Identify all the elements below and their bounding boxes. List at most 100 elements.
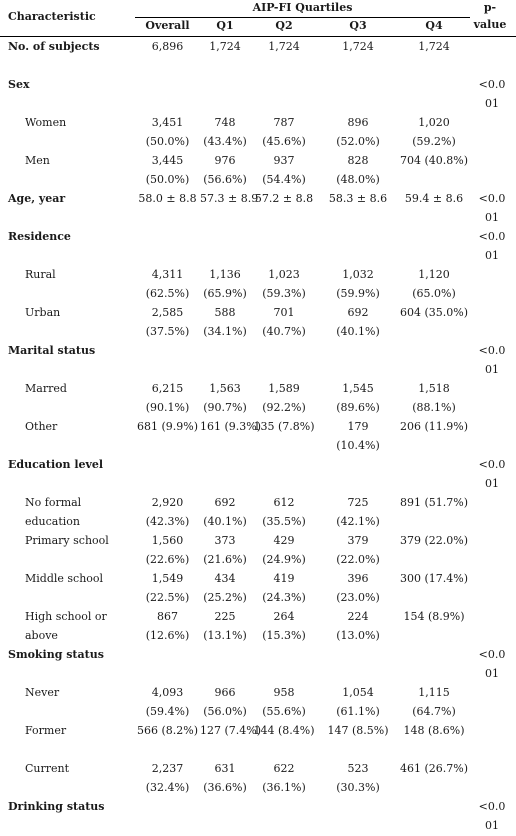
cell-overall: 681 (9.9%) [136,420,199,433]
row-label: Never [25,686,60,699]
cell-q4: 154 (8.9%) [403,610,465,623]
p-value-cell: <0.0 [478,458,506,471]
column-header-q4: Q4 [425,19,443,32]
cell-q1: 225 [214,610,236,623]
table-section-row: Sex <0.0 01 [0,76,516,114]
row-label: Urban [25,306,61,319]
cell-q2: (15.3%) [262,628,306,642]
cell-q2: 419 [273,572,295,585]
cell-q3: 896 [347,116,369,129]
cell-q1: 588 [214,306,236,319]
cell-q2: 1,724 [268,40,300,53]
cell-q3: 828 [347,154,369,167]
cell-q3: 224 [347,610,369,623]
row-label: Marital status [8,344,96,357]
cell-q3: (89.6%) [336,400,380,414]
cell-q2: 264 [273,610,295,623]
cell-overall: (32.4%) [145,780,190,794]
cell-overall: (12.6%) [145,628,190,642]
cell-q3: (52.0%) [336,134,380,148]
header-bottom-rule [0,36,516,37]
cell-overall: 4,093 [151,686,184,699]
table-row: Men 3,445 (50.0%) 976 (56.6%) 937 (54.4%) 828 (4… [0,152,516,190]
cell-overall: 6,896 [151,40,184,53]
cell-q2: 937 [273,154,295,167]
cell-overall: 6,215 [151,382,184,395]
cell-q3: 1,724 [342,40,374,53]
cell-overall: (50.0%) [145,172,190,186]
cell-q3: 692 [347,306,369,319]
table-section-row: Drinking status <0.0 01 [0,798,516,836]
cell-q4: 891 (51.7%) [399,496,469,509]
cell-overall: 1,549 [151,572,184,585]
cell-q3: (30.3%) [336,780,380,794]
cell-q2: 1,589 [268,382,300,395]
row-label: Smoking status [8,648,104,661]
row-label: Former [25,724,67,737]
cell-overall: 566 (8.2%) [136,724,199,737]
cell-q4: 59.4 ± 8.6 [404,192,464,205]
table-section-row: Education level <0.0 01 [0,456,516,494]
column-header-overall: Overall [145,19,190,32]
p-value-cell: 01 [485,666,499,680]
row-label: Marred [25,382,67,395]
cell-q1: 57.3 ± 8.9 [200,192,259,205]
cell-overall: (22.6%) [145,552,190,566]
column-header-q1: Q1 [216,19,234,32]
cell-q3: 1,054 [342,686,374,699]
cell-q3: (42.1%) [336,514,380,528]
cell-overall: 2,920 [151,496,184,509]
p-value-cell: 01 [485,476,499,490]
row-label: Age, year [8,192,66,205]
cell-q3: (59.9%) [336,286,380,300]
row-label: No. of subjects [8,40,100,53]
table-section-row: Residence <0.0 01 [0,228,516,266]
cell-q3: (13.0%) [336,628,380,642]
cell-q3: (23.0%) [336,590,380,604]
cell-q1: (21.6%) [203,552,247,566]
quartiles-header: AIP-FI Quartiles [252,1,353,14]
cell-q4: 206 (11.9%) [399,420,469,433]
p-value-cell: <0.0 [478,648,506,661]
cell-q3: 1,032 [342,268,374,281]
cell-q3: 1,545 [342,382,374,395]
p-value-cell: 01 [485,248,499,262]
cell-q3: 379 [347,534,369,547]
cell-overall: 58.0 ± 8.8 [138,192,197,205]
p-value-cell: 01 [485,210,499,224]
cell-q4: (64.7%) [412,704,456,718]
cell-q1: (34.1%) [203,324,247,338]
cell-q4: 704 (40.8%) [399,154,469,167]
row-label: Education level [8,458,104,471]
cell-q3: (40.1%) [336,324,380,338]
cell-q4: 148 (8.6%) [403,724,465,737]
row-label: Sex [8,78,30,91]
cell-overall: (59.4%) [145,704,190,718]
column-header-q2: Q2 [275,19,293,32]
table-row: Rural 4,311 (62.5%) 1,136 (65.9%) 1,023 (59.3%… [0,266,516,304]
cell-q1: (56.6%) [203,172,247,186]
characteristic-header: Characteristic [8,10,96,23]
cell-overall: (37.5%) [145,324,190,338]
cell-q3: 58.3 ± 8.6 [328,192,388,205]
cell-overall: 3,445 [151,154,184,167]
row-label: Primary school [25,534,109,547]
cell-q1: 748 [214,116,236,129]
p-value-cell: <0.0 [478,230,506,243]
row-label: Men [25,154,50,167]
cell-overall: (22.5%) [145,590,190,604]
row-label: Rural [25,268,56,281]
cell-q1: 127 (7.4%) [200,724,262,737]
cell-q1: 1,563 [209,382,241,395]
cell-q1: (56.0%) [203,704,247,718]
cell-q4: 379 (22.0%) [399,534,469,547]
cell-q3: (61.1%) [336,704,380,718]
cell-q2: (35.5%) [262,514,306,528]
table-row: Other 681 (9.9%) 161 (9.3%) 135 (7.8%) 179 (1… [0,418,516,456]
cell-overall: (50.0%) [145,134,190,148]
cell-q2: 57.2 ± 8.8 [254,192,314,205]
cell-q4: 461 (26.7%) [399,762,469,775]
cell-overall: 3,451 [151,116,184,129]
table-body: No. of subjects 6,896 1,724 1,724 1,724 1,724… [0,38,516,836]
